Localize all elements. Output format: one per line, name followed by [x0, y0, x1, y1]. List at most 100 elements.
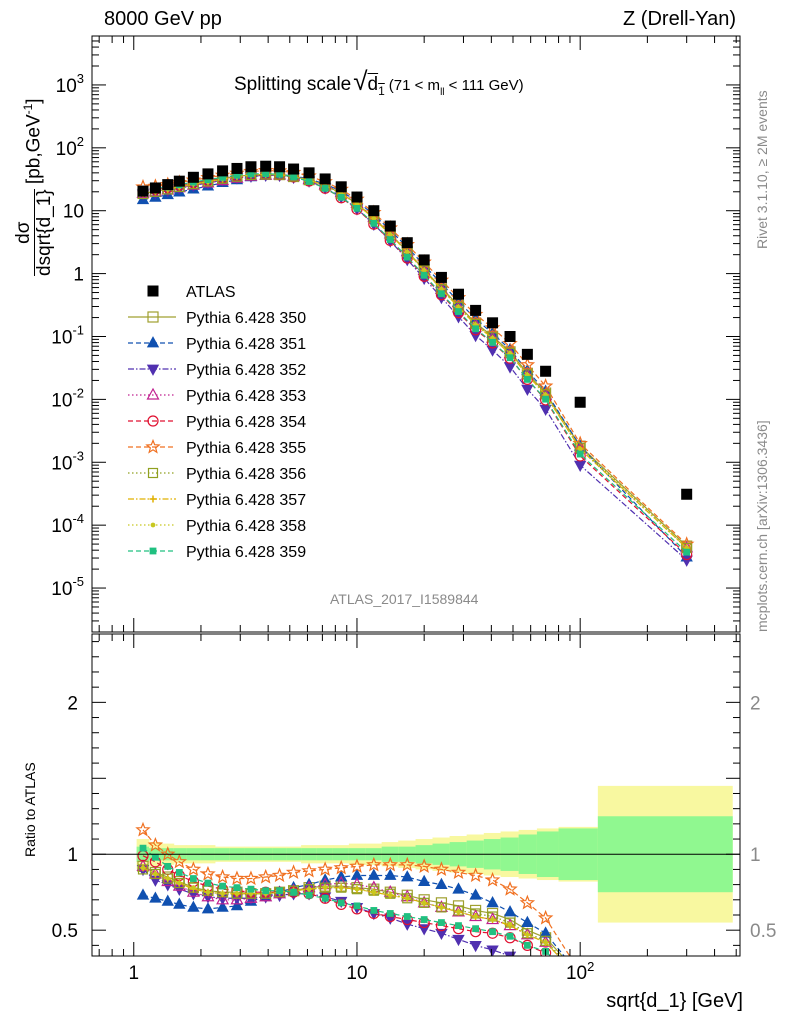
legend-item-5: Pythia 6.428 355: [128, 438, 306, 457]
ratio-point-1-5: [201, 902, 215, 914]
ratio-point-8-0: [140, 865, 146, 871]
ratio-point-9-20: [438, 919, 445, 926]
ratio-point-9-21: [455, 922, 462, 930]
ratio-point-8-18: [404, 895, 410, 901]
ratio-point-9-16: [370, 907, 378, 914]
ratio-point-1-6: [216, 900, 229, 912]
legend-item-1: Pythia 6.428 351: [128, 336, 306, 353]
ratio-point-9-12: [305, 891, 313, 899]
atlas-point-15: [351, 191, 363, 203]
ratio-point-8-14: [338, 885, 344, 891]
ratio-point-4-25: [521, 939, 533, 951]
ratio-point-5-8: [243, 870, 259, 886]
ratio-point-9-13: [321, 894, 329, 902]
atlas-point-17: [384, 220, 396, 232]
side-label-bottom: mcplots.cern.ch [arXiv:1306.3436]: [754, 420, 770, 632]
sqrt-symbol: √: [353, 66, 368, 96]
legend-marker-8: [150, 522, 156, 528]
legend-marker-9: [149, 547, 157, 555]
x-axis-label: sqrt{d_1} [GeV]: [606, 990, 743, 1012]
legend-item-8: Pythia 6.428 358: [128, 518, 306, 535]
ratio-point-1-3: [173, 897, 186, 909]
ratio-point-8-12: [306, 886, 312, 892]
ratio-point-8-20: [439, 904, 444, 910]
ratio-point-9-22: [472, 925, 480, 933]
ratio-point-5-4: [185, 861, 202, 877]
atlas-point-13: [319, 173, 331, 185]
atlas-point-5: [202, 168, 214, 180]
ratio-point-8-23: [490, 917, 495, 922]
xtick-label-2: 102: [566, 959, 594, 984]
ratio-point-5-13: [317, 861, 333, 877]
ytick-label-main-1: 10-4: [51, 511, 84, 537]
legend-label-1: Pythia 6.428 351: [186, 336, 306, 353]
ratio-point-8-19: [421, 900, 427, 906]
main-point-9-21: [455, 308, 462, 315]
legend-marker-1: [146, 336, 160, 348]
ratio-point-8-25: [524, 932, 530, 938]
main-point-8-27: [577, 446, 583, 452]
legend-marker-3: [146, 387, 160, 400]
ratio-point-9-9: [262, 887, 270, 895]
atlas-point-21: [452, 288, 464, 300]
ratio-point-5-19: [416, 858, 432, 873]
ratio-point-6-13: [320, 882, 331, 893]
main-series-group: [135, 160, 695, 567]
ratio-point-9-7: [233, 884, 241, 892]
atlas-point-25: [521, 348, 533, 360]
ratio-point-1-2: [161, 894, 174, 906]
legend-label-3: Pythia 6.428 353: [186, 388, 306, 405]
xtick-label-0: 1: [128, 963, 139, 984]
main-point-9-11: [290, 173, 297, 181]
atlas-point-18: [401, 237, 413, 249]
ytick-label-main-4: 10-1: [51, 322, 84, 348]
atlas-point-1: [149, 182, 161, 194]
legend-marker-atlas: [147, 285, 159, 297]
atlas-point-26: [540, 365, 552, 377]
ratio-point-8-4: [190, 885, 196, 891]
legend-item-atlas: ATLAS: [147, 284, 236, 301]
ratio-point-9-25: [523, 941, 531, 949]
ytick-label-ratio-right-1: 1: [750, 845, 761, 866]
ytick-label-main-0: 10-5: [51, 574, 84, 600]
main-point-9-26: [542, 395, 550, 403]
ratio-point-9-1: [151, 853, 159, 861]
ratio-point-9-8: [247, 885, 255, 893]
ratio-point-8-16: [371, 889, 377, 895]
ratio-point-5-22: [467, 867, 484, 883]
legend-label-9: Pythia 6.428 359: [186, 544, 306, 561]
ytick-label-main-6: 10: [63, 202, 84, 223]
ratio-series-group: [135, 821, 693, 989]
ratio-point-8-7: [234, 891, 240, 897]
legend-marker-7: [149, 495, 157, 503]
legend-item-6: Pythia 6.428 356: [128, 466, 306, 483]
ratio-point-3-23: [486, 912, 500, 925]
ratio-point-5-15: [349, 858, 365, 873]
main-point-2-27: [574, 460, 587, 472]
ytick-label-main-3: 10-2: [51, 385, 84, 411]
ratio-point-8-13: [322, 885, 328, 891]
ratio-point-3-4: [186, 884, 200, 897]
ratio-point-5-12: [301, 862, 317, 878]
ratio-point-8-28: [685, 983, 689, 987]
ratio-point-5-1: [147, 836, 164, 852]
ratio-point-5-28: [681, 975, 693, 987]
ratio-point-1-25: [521, 915, 534, 927]
legend-item-4: Pythia 6.428 354: [128, 414, 306, 431]
ratio-point-9-18: [403, 913, 411, 920]
header-left: 8000 GeV pp: [104, 8, 222, 30]
legend: ATLAS Pythia 6.428 350 Pythia 6.428 351 Pyt…: [128, 284, 306, 561]
atlas-point-27: [574, 396, 586, 408]
ratio-line-8: [142, 867, 560, 956]
ratio-point-0-28: [682, 978, 692, 988]
ytick-label-main-5: 1: [73, 265, 84, 286]
main-point-2-23: [486, 345, 499, 357]
ratio-point-6-18: [402, 893, 413, 904]
legend-marker-5: [145, 438, 161, 454]
ratio-point-6-28: [682, 980, 691, 989]
ratio-point-5-18: [399, 856, 416, 872]
ratio-point-4-14: [335, 898, 347, 910]
ratio-point-9-2: [164, 862, 172, 870]
atlas-point-4: [187, 171, 199, 183]
